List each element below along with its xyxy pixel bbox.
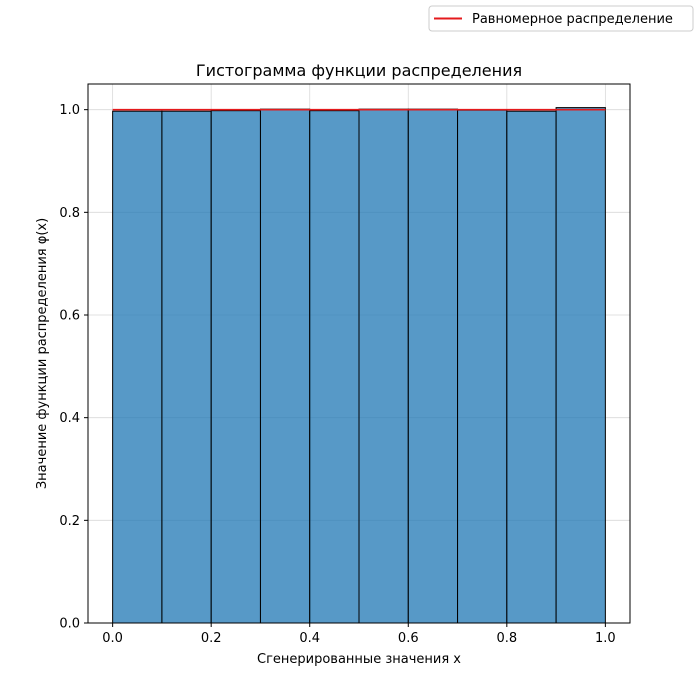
- histogram-bar: [457, 109, 508, 624]
- ticks-layer: 0.0 0.2 0.4 0.6 0.8 1.0 0.0 0.2 0.4 0.6 0.8 1.0: [59, 103, 615, 646]
- y-tick-label: 0.8: [59, 206, 80, 221]
- x-tick-label: 0.4: [299, 631, 320, 646]
- y-tick-label: 1.0: [59, 103, 80, 118]
- histogram-bar: [555, 107, 606, 624]
- y-axis-label: Значение функции распределения φ(x): [35, 218, 50, 489]
- histogram-bar: [506, 110, 557, 624]
- histogram-bar: [309, 110, 360, 624]
- x-axis-label: Сгенерированные значения x: [257, 652, 461, 667]
- x-tick-label: 1.0: [595, 631, 616, 646]
- histogram-bar: [112, 110, 163, 624]
- x-tick-label: 0.8: [496, 631, 517, 646]
- x-tick-label: 0.0: [102, 631, 123, 646]
- y-tick-label: 0.6: [59, 309, 80, 324]
- plot-frame: [87, 83, 631, 624]
- legend-box: [428, 5, 694, 32]
- x-tick-label: 0.6: [398, 631, 419, 646]
- histogram-bar: [161, 110, 212, 624]
- legend: Равномерное распределение: [428, 5, 694, 32]
- x-tick-label: 0.2: [201, 631, 222, 646]
- chart-title: Гистограмма функции распределения: [196, 61, 522, 80]
- bars-layer: [112, 107, 606, 624]
- histogram-bar: [259, 108, 311, 624]
- histogram-bar: [358, 108, 409, 624]
- y-tick-label: 0.2: [59, 514, 80, 529]
- y-tick-label: 0.0: [59, 617, 80, 632]
- histogram-bar: [407, 108, 459, 624]
- legend-label: Равномерное распределение: [472, 12, 673, 27]
- histogram-bar: [210, 110, 261, 624]
- y-tick-label: 0.4: [59, 411, 80, 426]
